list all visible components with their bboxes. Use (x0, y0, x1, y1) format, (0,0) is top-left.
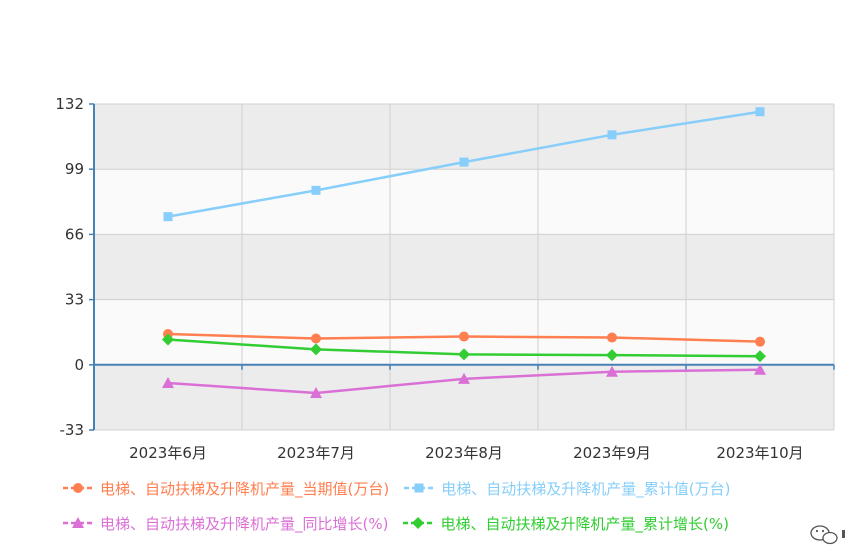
data-point (755, 107, 765, 117)
data-point (162, 376, 174, 388)
series-1 (163, 328, 765, 347)
legend-row: 电梯、自动扶梯及升降机产量_当期值(万台) 电梯、自动扶梯及升降机产量_累计值(万… (62, 478, 744, 499)
data-point (310, 343, 322, 356)
series-group (162, 107, 766, 399)
data-point (310, 387, 322, 399)
data-point (459, 157, 469, 167)
data-point (459, 331, 469, 342)
x-tick-label: 2023年9月 (573, 444, 651, 462)
legend-label: 电梯、自动扶梯及升降机产量_同比增长(%) (100, 515, 389, 533)
x-tick-label: 2023年7月 (277, 444, 355, 462)
legend-swatch (63, 483, 93, 493)
y-tick-label: 99 (65, 160, 84, 178)
legend-swatch-marker (414, 483, 424, 493)
legend-row: 电梯、自动扶梯及升降机产量_同比增长(%) 电梯、自动扶梯及升降机产量_累计增长(… (62, 513, 743, 534)
data-point (311, 333, 321, 344)
legend-swatch-marker (73, 483, 83, 493)
plot-band (94, 169, 834, 235)
series-2 (163, 107, 765, 222)
legend-label: 电梯、自动扶梯及升降机产量_当期值(万台) (100, 480, 390, 498)
y-axis-labels: 132 99 66 33 0 -33 (55, 95, 84, 439)
legend-swatch (404, 483, 435, 493)
y-tick-label: 66 (65, 225, 84, 243)
series-3 (162, 363, 766, 399)
x-tick-label: 2023年8月 (425, 444, 503, 462)
legend-item[interactable]: 电梯、自动扶梯及升降机产量_累计值(万台) (403, 478, 730, 499)
data-point (607, 130, 617, 140)
data-point (162, 333, 174, 346)
wechat-icon (808, 518, 848, 548)
legend-swatch-marker (412, 517, 425, 529)
x-axis-labels: 2023年6月 2023年7月 2023年8月 2023年9月 2023年10月 (129, 444, 803, 462)
legend-label: 电梯、自动扶梯及升降机产量_累计值(万台) (441, 480, 731, 498)
data-point (607, 332, 617, 343)
y-tick-label: -33 (60, 421, 85, 439)
data-point (606, 365, 618, 377)
data-point (606, 349, 618, 362)
data-point (754, 350, 766, 363)
plot-background (94, 104, 834, 430)
legend-label: 电梯、自动扶梯及升降机产量_累计增长(%) (440, 515, 729, 533)
y-tick-label: 132 (55, 95, 84, 113)
legend-swatch-marker (72, 517, 84, 528)
legend-swatch (403, 517, 434, 529)
y-tick-label: 0 (74, 356, 84, 374)
data-point (458, 372, 470, 384)
data-point (755, 336, 765, 347)
y-tick-label: 33 (65, 291, 84, 309)
legend-item[interactable]: 电梯、自动扶梯及升降机产量_同比增长(%) (62, 513, 388, 534)
axes (89, 103, 835, 431)
data-point (163, 212, 173, 222)
legend-item[interactable]: 电梯、自动扶梯及升降机产量_当期值(万台) (62, 478, 389, 499)
legend-swatch (63, 517, 93, 528)
data-point (311, 185, 321, 195)
x-tick-label: 2023年10月 (716, 444, 803, 462)
data-point (458, 348, 470, 361)
plot-band (94, 234, 834, 300)
data-point (754, 363, 766, 375)
x-tick-label: 2023年6月 (129, 444, 207, 462)
legend-item[interactable]: 电梯、自动扶梯及升降机产量_累计增长(%) (402, 513, 729, 534)
series-4 (162, 333, 766, 363)
